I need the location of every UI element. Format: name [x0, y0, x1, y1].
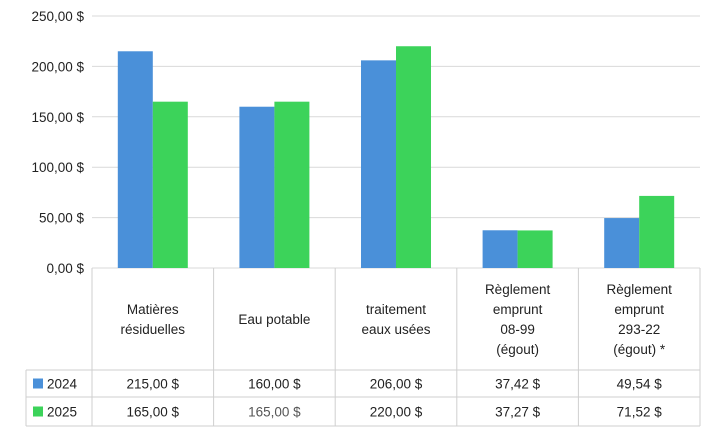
- bar-2024-0: [117, 51, 153, 268]
- bar-2024-3: [482, 230, 518, 268]
- bar-2024-1: [239, 106, 275, 268]
- bar-2024-2: [361, 60, 396, 268]
- data-label: 206,00 $: [370, 377, 423, 392]
- category-label: (égout) *: [613, 342, 666, 357]
- y-tick-label: 150,00 $: [31, 110, 84, 125]
- y-tick-label: 250,00 $: [31, 9, 84, 24]
- bars: [117, 46, 675, 269]
- category-label: Règlement: [485, 282, 551, 297]
- category-label: résiduelles: [121, 322, 186, 337]
- data-label: 215,00 $: [127, 377, 180, 392]
- data-label: 37,27 $: [495, 405, 541, 420]
- bar-2024-4: [604, 218, 640, 268]
- category-label: Eau potable: [238, 312, 310, 327]
- legend-swatch: [33, 406, 43, 417]
- category-label: emprunt: [493, 302, 543, 317]
- bar-2025-3: [517, 230, 553, 268]
- data-label: 160,00 $: [248, 377, 301, 392]
- data-label: 49,54 $: [617, 377, 663, 392]
- category-label: emprunt: [614, 302, 664, 317]
- data-label: 71,52 $: [617, 405, 663, 420]
- data-label: 220,00 $: [370, 405, 423, 420]
- data-table: Matières résiduelles Eau potable traitement…: [25, 268, 701, 427]
- data-label: 165,00 $: [127, 405, 180, 420]
- legend-series-name: 2024: [47, 377, 78, 392]
- y-tick-label: 0,00 $: [46, 261, 84, 276]
- y-tick-label: 100,00 $: [31, 160, 84, 175]
- bar-2025-4: [639, 195, 675, 268]
- data-label: 37,42 $: [495, 377, 541, 392]
- category-label: traitement: [366, 302, 426, 317]
- category-label: (égout): [496, 342, 539, 357]
- y-tick-label: 200,00 $: [31, 59, 84, 74]
- y-axis-ticks: 0,00 $ 50,00 $ 100,00 $ 150,00 $ 200,00 $ 250…: [31, 9, 84, 276]
- bar-2025-2: [396, 46, 431, 268]
- legend-swatch: [33, 378, 43, 389]
- bar-2025-0: [152, 101, 188, 269]
- category-label: 08-99: [500, 322, 535, 337]
- legend-series-name: 2025: [47, 405, 77, 420]
- data-label: 165,00 $: [248, 405, 301, 420]
- category-label: Règlement: [607, 282, 673, 297]
- category-label: 293-22: [618, 322, 660, 337]
- bar-2025-1: [274, 101, 310, 269]
- y-tick-label: 50,00 $: [39, 211, 85, 226]
- category-label: Matières: [127, 302, 179, 317]
- category-label: eaux usées: [361, 322, 430, 337]
